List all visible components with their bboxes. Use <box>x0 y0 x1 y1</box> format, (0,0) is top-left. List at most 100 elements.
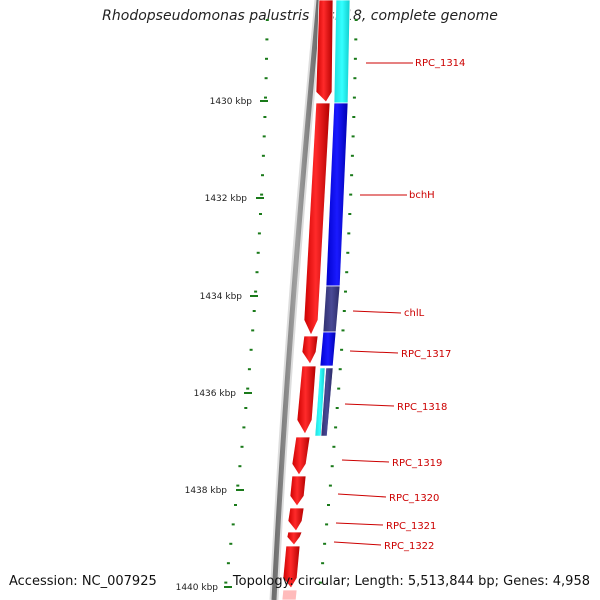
inner-ruler-dot <box>321 562 325 565</box>
ruler-dot <box>265 19 269 21</box>
inner-ruler-dot <box>342 310 346 312</box>
axis-tick-1434: 1434 kbp <box>200 292 258 302</box>
inner-ruler-dot <box>338 368 342 371</box>
ruler-dot <box>242 426 246 429</box>
forward-cds-feature[interactable] <box>291 436 311 476</box>
forward-cds-feature[interactable] <box>281 589 298 600</box>
forward-cds-feature[interactable] <box>301 335 319 365</box>
inner-ruler-dot <box>352 96 356 99</box>
inner-ruler-dot <box>353 57 357 60</box>
ruler-dot <box>252 310 256 312</box>
gene-label-RPC_1322[interactable]: RPC_1322 <box>384 541 434 552</box>
inner-ruler-dot <box>344 290 347 293</box>
ruler-dots <box>224 19 269 584</box>
inner-ruler-dot <box>347 232 351 235</box>
gene-feature-bchH[interactable] <box>325 102 349 287</box>
gene-feature-RPC_1314[interactable] <box>333 0 351 104</box>
gene-feature-chlL[interactable] <box>322 285 341 333</box>
genome-summary: Topology: circular; Length: 5,513,844 bp… <box>232 574 590 589</box>
forward-cds-feature[interactable] <box>282 545 301 589</box>
ruler-dot <box>229 542 233 545</box>
ruler-dot <box>264 96 267 99</box>
backbone-line <box>271 0 322 600</box>
inner-ruler-dot <box>318 581 322 584</box>
ruler-dot <box>254 290 258 293</box>
forward-cds-feature[interactable] <box>296 365 317 435</box>
gene-label-bchH[interactable]: bchH <box>409 190 435 201</box>
reverse-cds-track <box>314 0 351 437</box>
forward-cds-track <box>281 0 334 600</box>
axis-tick-1430: 1430 kbp <box>210 97 268 107</box>
ruler-dot <box>224 581 228 584</box>
title: Rhodopseudomonas palustris BisB18, compl… <box>102 8 498 24</box>
inner-ruler-dot <box>330 465 334 468</box>
gene-label-RPC_1321[interactable]: RPC_1321 <box>386 521 436 532</box>
gene-label-RPC_1320[interactable]: RPC_1320 <box>389 493 439 504</box>
axis-label-1440: 1440 kbp <box>176 583 219 593</box>
ruler-dot <box>256 251 260 254</box>
forward-cds-feature[interactable] <box>287 507 305 532</box>
inner-ruler-dot <box>350 174 354 177</box>
axis-tick-1438: 1438 kbp <box>185 486 244 496</box>
inner-ruler-dot <box>337 387 341 390</box>
inner-ruler-dot <box>327 504 330 506</box>
ruler-dot <box>255 271 259 274</box>
gene-label-RPC_1314[interactable]: RPC_1314 <box>415 58 465 69</box>
ruler-dot <box>246 387 250 390</box>
inner-ruler-dot <box>325 523 329 526</box>
ruler-dot <box>238 465 242 468</box>
ruler-dot <box>265 38 269 41</box>
axis-label-1434: 1434 kbp <box>200 292 243 302</box>
ruler-dot <box>234 504 237 506</box>
inner-ruler-dot <box>349 193 353 196</box>
inner-ruler-dot <box>340 348 344 351</box>
axis-label-1430: 1430 kbp <box>210 97 253 107</box>
axis-tick-1440: 1440 kbp <box>176 583 232 593</box>
axis-label-1432: 1432 kbp <box>205 194 248 204</box>
gene-label-chlL[interactable]: chlL <box>404 308 425 319</box>
ruler-dot <box>257 232 261 235</box>
inner-ruler-dot <box>353 77 357 80</box>
gene-feature-RPC_1317[interactable] <box>319 331 337 367</box>
ruler-dot <box>259 213 262 215</box>
forward-cds-feature[interactable] <box>303 102 331 336</box>
inner-ruler-dot <box>352 116 356 118</box>
ruler-dot <box>260 193 264 196</box>
ruler-dot <box>226 562 230 565</box>
ruler-dot <box>263 116 267 118</box>
inner-ruler-dot <box>354 19 358 21</box>
gene-label-RPC_1318[interactable]: RPC_1318 <box>397 402 447 413</box>
forward-cds-feature[interactable] <box>289 475 307 507</box>
forward-cds-feature[interactable] <box>315 0 334 103</box>
gene-feature-RPC_1318-overlap[interactable] <box>320 367 334 437</box>
gene-labels: RPC_1314 bchH chlL RPC_1317 RPC_1318 RPC… <box>333 58 465 552</box>
inner-ruler-dot <box>332 445 336 448</box>
ruler-dot <box>244 407 248 409</box>
inner-ruler-dot <box>346 251 350 254</box>
inner-ruler-dot <box>354 38 358 41</box>
inner-ruler-dots <box>318 19 358 584</box>
axis-tick-1436: 1436 kbp <box>194 389 252 399</box>
ruler-dot <box>261 154 265 157</box>
inner-ruler-dot <box>335 407 339 409</box>
ruler-dot <box>249 348 253 351</box>
inner-ruler-dot <box>334 426 338 429</box>
inner-ruler-dot <box>351 135 355 138</box>
ruler-dot <box>262 135 266 138</box>
inner-ruler-dot <box>341 329 345 332</box>
gene-label-RPC_1319[interactable]: RPC_1319 <box>392 458 442 469</box>
axis-tick-1432: 1432 kbp <box>205 194 264 204</box>
ruler-dot <box>265 57 268 60</box>
ruler-dot <box>251 329 255 332</box>
axis-label-1436: 1436 kbp <box>194 389 237 399</box>
ruler-dot <box>231 523 235 526</box>
ruler-dot <box>247 368 251 371</box>
ruler-dot <box>261 174 264 177</box>
inner-ruler-dot <box>350 154 354 157</box>
forward-cds-feature[interactable] <box>286 531 303 546</box>
inner-ruler-dot <box>348 213 352 215</box>
ruler-dot <box>240 445 244 448</box>
gene-label-RPC_1317[interactable]: RPC_1317 <box>401 349 451 360</box>
accession: Accession: NC_007925 <box>9 574 157 589</box>
